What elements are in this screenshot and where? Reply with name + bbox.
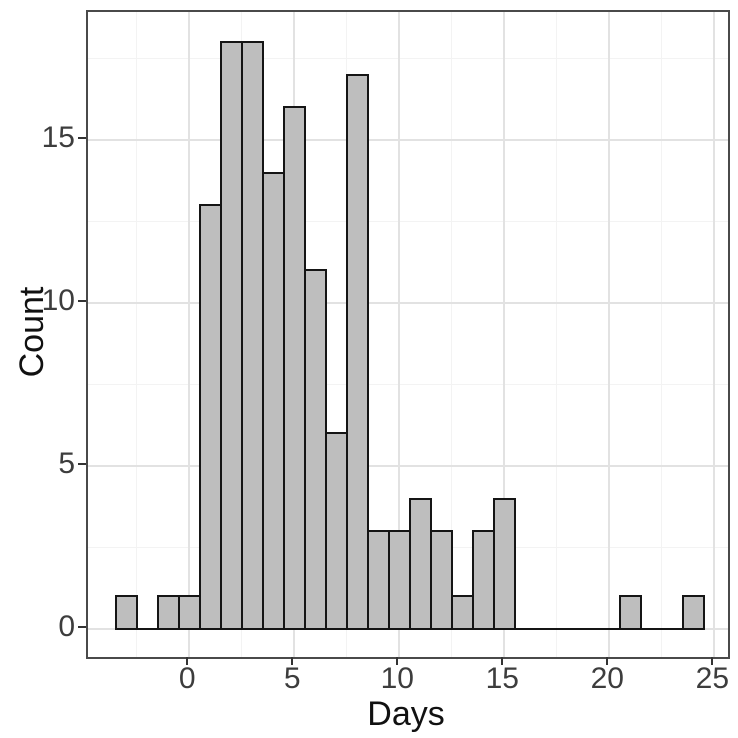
histogram-bar: [429, 530, 453, 630]
gridline-x-major: [713, 12, 716, 657]
x-tick-mark: [186, 657, 189, 665]
histogram-bar: [492, 497, 516, 630]
x-tick-label: 10: [380, 662, 414, 695]
histogram-bar: [471, 530, 495, 630]
gridline-y-major: [88, 302, 728, 305]
y-tick-label: 10: [41, 284, 75, 318]
plot-panel: [86, 10, 730, 659]
histogram-bar: [282, 106, 306, 630]
gridline-y-minor: [88, 58, 728, 60]
y-tick-label: 0: [58, 609, 75, 643]
y-tick-label: 15: [41, 121, 75, 155]
gridline-x-minor: [451, 12, 453, 657]
histogram-bar: [450, 595, 474, 630]
gridline-x-major: [503, 12, 506, 657]
y-tick-label: 5: [58, 447, 75, 480]
histogram-bar: [177, 595, 201, 630]
histogram-bar: [366, 530, 390, 630]
gridline-x-minor: [136, 12, 138, 657]
histogram-bar: [219, 41, 243, 630]
gridline-x-major: [608, 12, 611, 657]
gridline-y-major: [88, 465, 728, 467]
histogram-bar: [408, 497, 432, 630]
x-tick-mark: [711, 657, 714, 665]
histogram-bar: [303, 269, 327, 630]
histogram-bar: [156, 595, 180, 630]
histogram-bar: [261, 171, 285, 630]
x-tick-label: 25: [695, 662, 730, 695]
x-tick-mark: [606, 657, 609, 665]
histogram-bar: [345, 73, 369, 630]
gridline-y-minor: [88, 221, 728, 223]
x-tick-label: 15: [485, 662, 519, 695]
y-tick-mark: [78, 625, 86, 628]
x-tick-label: 0: [178, 662, 196, 695]
gridline-x-minor: [556, 12, 558, 657]
x-axis-title: Days: [367, 695, 445, 733]
histogram-bar: [114, 595, 138, 630]
gridline-y-major: [88, 139, 728, 142]
histogram-bar: [240, 41, 264, 630]
histogram-bar: [681, 595, 705, 630]
gridline-x-minor: [661, 12, 663, 657]
x-tick-label: 20: [590, 662, 624, 695]
histogram-bar: [387, 530, 411, 630]
y-tick-mark: [78, 300, 86, 303]
x-tick-mark: [396, 657, 399, 665]
histogram-bar: [618, 595, 642, 630]
y-tick-mark: [78, 137, 86, 140]
x-tick-label: 5: [283, 662, 301, 695]
y-axis-title: Count: [13, 286, 51, 378]
x-tick-mark: [501, 657, 504, 665]
histogram-bar: [198, 204, 222, 630]
x-tick-mark: [291, 657, 294, 665]
y-tick-mark: [78, 463, 86, 465]
gridline-x-major: [398, 12, 401, 657]
gridline-x-major: [188, 12, 191, 657]
gridline-y-minor: [88, 384, 728, 386]
histogram-bar: [324, 432, 348, 630]
